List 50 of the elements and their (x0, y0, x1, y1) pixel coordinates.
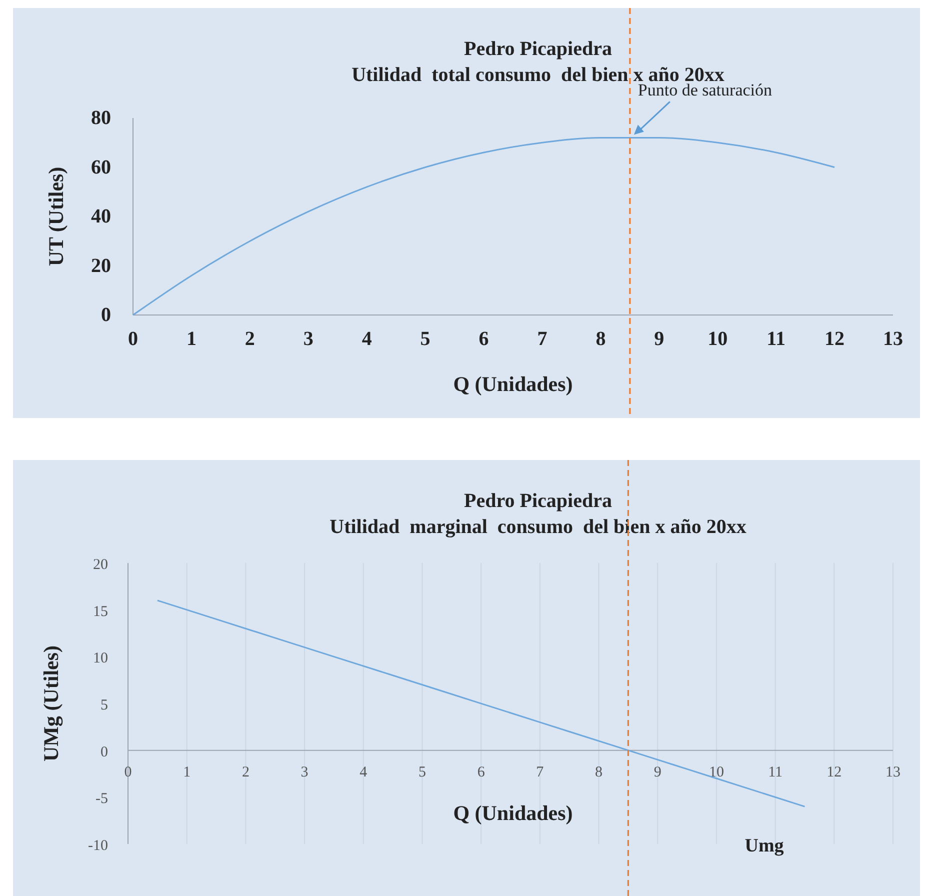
y-tick-label: 20 (93, 557, 108, 573)
x-tick-label: 0 (128, 328, 138, 350)
x-tick-label: 12 (824, 328, 845, 350)
x-tick-label: 3 (303, 328, 314, 350)
x-tick-label: 3 (300, 764, 308, 780)
x-tick-label: 11 (768, 764, 783, 780)
x-tick-label: 1 (183, 764, 191, 780)
y-tick-label: 0 (101, 304, 111, 326)
y-axis-title: UMg (Utiles) (39, 645, 63, 762)
x-tick-label: 2 (242, 764, 250, 780)
y-tick-label: 40 (91, 206, 111, 228)
x-tick-label: 5 (420, 328, 430, 350)
y-axis-title: UT (Utiles) (44, 166, 68, 266)
x-axis-title: Q (Unidades) (453, 372, 573, 396)
x-tick-label: 7 (537, 328, 548, 350)
x-tick-label: 6 (477, 764, 486, 780)
line-series (132, 136, 836, 316)
chart-title: Pedro Picapiedra (464, 38, 612, 60)
y-tick-label: 80 (91, 107, 111, 129)
x-tick-label: 13 (883, 328, 903, 350)
x-tick-label: 1 (186, 328, 196, 350)
x-tick-label: 9 (654, 328, 664, 350)
y-tick-label: -10 (88, 838, 108, 854)
x-tick-label: 4 (360, 764, 368, 780)
x-tick-label: 8 (595, 764, 603, 780)
x-tick-label: 7 (536, 764, 544, 780)
x-tick-label: 12 (826, 764, 842, 780)
annotation: Umg (744, 836, 784, 857)
x-tick-label: 10 (708, 328, 728, 350)
y-tick-label: -5 (96, 791, 108, 808)
y-tick-label: 60 (91, 156, 111, 178)
x-tick-label: 11 (766, 328, 786, 350)
chart-title: Pedro Picapiedra (464, 490, 612, 512)
x-tick-label: 4 (362, 328, 372, 350)
y-tick-label: 20 (91, 254, 111, 277)
x-tick-label: 5 (418, 764, 426, 780)
x-tick-label: 6 (478, 328, 489, 350)
x-tick-label: 8 (596, 328, 606, 350)
x-tick-label: 10 (708, 764, 724, 780)
chart-subtitle: Utilidad marginal consumo del bien x año 20xx (330, 516, 746, 538)
x-tick-label: 13 (886, 764, 900, 780)
x-axis-title: Q (Unidades) (453, 801, 573, 825)
y-tick-label: 15 (93, 604, 108, 620)
y-tick-label: 0 (100, 744, 108, 760)
x-tick-label: 0 (124, 764, 132, 780)
x-tick-label: 9 (654, 764, 662, 780)
x-tick-label: 2 (244, 328, 255, 350)
annotation: Punto de saturación (638, 80, 773, 100)
y-tick-label: 5 (100, 698, 108, 714)
y-tick-label: 10 (93, 650, 108, 667)
